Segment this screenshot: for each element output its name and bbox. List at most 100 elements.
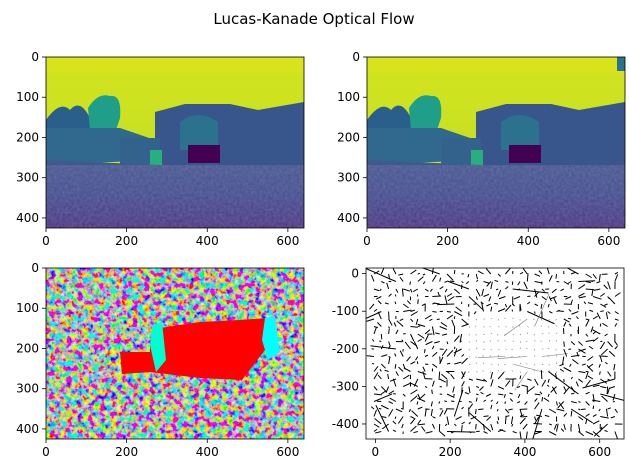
flow-arrow	[598, 363, 601, 368]
flow-arrow	[424, 314, 432, 320]
flow-arrow	[509, 398, 514, 402]
flow-arrow	[401, 288, 404, 297]
flow-arrow	[534, 431, 543, 435]
flow-arrow	[370, 274, 375, 282]
flow-arrow	[473, 311, 477, 315]
flow-arrow	[379, 368, 382, 372]
flow-arrow	[540, 340, 543, 342]
flow-arrow	[384, 369, 389, 372]
x-tick-label: 400	[517, 234, 540, 248]
x-tick-label: 0	[363, 234, 371, 248]
flow-arrow	[490, 423, 494, 431]
flow-arrow	[439, 356, 444, 365]
flow-arrow	[475, 273, 479, 280]
flow-arrow	[568, 323, 572, 327]
flow-arrow	[373, 326, 378, 329]
flow-arrow	[600, 292, 606, 297]
flow-arrow	[599, 356, 603, 363]
flow-arrow	[444, 423, 448, 427]
flow-arrow	[459, 339, 462, 342]
flow-arrow	[540, 325, 543, 327]
flow-arrow	[489, 326, 491, 328]
flow-arrow	[534, 416, 537, 421]
flow-arrow	[475, 279, 479, 282]
flow-arrow	[489, 340, 492, 342]
flow-arrow	[519, 341, 522, 343]
flow-arrow	[410, 326, 418, 328]
flow-arrow	[410, 361, 416, 365]
flow-arrow	[394, 416, 397, 419]
flow-arrow	[556, 408, 565, 412]
flow-arrow	[483, 293, 490, 297]
flow-arrow	[533, 422, 542, 425]
tree-cyan	[409, 95, 442, 130]
flow-arrow	[614, 311, 619, 315]
flow-arrow	[432, 351, 438, 357]
flow-arrow	[441, 373, 448, 380]
flow-arrow	[599, 341, 606, 350]
flow-arrow	[505, 286, 509, 290]
flow-arrow	[409, 281, 411, 285]
flow-arrow	[402, 382, 412, 387]
flow-arrow	[446, 314, 454, 320]
flow-arrow	[483, 281, 490, 284]
flow-arrow	[395, 408, 403, 413]
gate-door	[509, 145, 541, 163]
flow-arrow	[385, 386, 390, 393]
flow-arrow	[453, 423, 457, 427]
flow-arrow	[422, 371, 426, 380]
flow-arrow	[475, 423, 477, 430]
flow-arrow	[592, 414, 597, 417]
flow-arrow	[417, 323, 426, 327]
flow-arrow	[446, 431, 476, 433]
x-tick-label: 600	[276, 445, 299, 459]
flow-arrow	[380, 363, 386, 369]
flow-arrow	[483, 378, 488, 383]
flow-arrow	[375, 405, 390, 432]
flow-arrow	[578, 431, 584, 437]
flow-arrow	[517, 281, 521, 286]
flow-arrow	[596, 281, 601, 284]
y-tick-label: -300	[332, 379, 359, 393]
flow-arrow	[604, 333, 608, 337]
flow-arrow	[499, 428, 506, 432]
flow-arrow	[373, 386, 378, 391]
flow-arrow	[455, 416, 462, 420]
flow-arrow	[534, 303, 539, 307]
flow-arrow	[587, 356, 594, 361]
flow-arrow	[511, 309, 514, 312]
flow-arrow	[571, 311, 579, 315]
flow-arrow	[455, 306, 462, 312]
flow-arrow	[476, 386, 480, 389]
flow-arrow	[600, 386, 607, 389]
flow-arrow	[614, 408, 618, 413]
flow-arrow	[388, 356, 391, 358]
flow-arrow	[379, 288, 382, 292]
y-tick-label: 300	[16, 171, 39, 185]
flow-arrow	[527, 301, 531, 305]
flow-arrow	[373, 288, 380, 292]
flow-arrow	[441, 348, 448, 357]
flow-arrow	[598, 273, 601, 281]
y-tick-label: 100	[337, 90, 360, 104]
flow-arrow	[446, 280, 470, 290]
flow-arrow	[388, 390, 395, 395]
flow-arrow	[607, 311, 611, 314]
flow-arrow	[601, 395, 608, 402]
flow-arrow	[468, 421, 471, 425]
flow-arrow	[551, 288, 557, 294]
flow-arrow	[534, 281, 543, 284]
flow-arrow	[402, 393, 406, 397]
flow-arrow	[431, 389, 433, 395]
flow-arrow	[508, 408, 513, 411]
tree-cyan	[88, 95, 121, 130]
x-tick-label: 0	[372, 445, 380, 459]
flow-arrow	[497, 355, 500, 357]
flow-arrow	[592, 393, 595, 402]
flow-arrow	[568, 317, 572, 320]
flow-arrow	[453, 316, 456, 320]
flow-arrow	[453, 335, 460, 342]
flow-arrow	[570, 408, 593, 424]
flow-arrow	[417, 272, 420, 275]
flow-arrow	[592, 384, 600, 387]
